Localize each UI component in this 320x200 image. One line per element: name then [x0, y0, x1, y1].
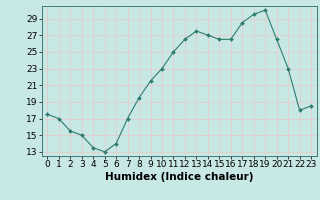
X-axis label: Humidex (Indice chaleur): Humidex (Indice chaleur) — [105, 172, 253, 182]
